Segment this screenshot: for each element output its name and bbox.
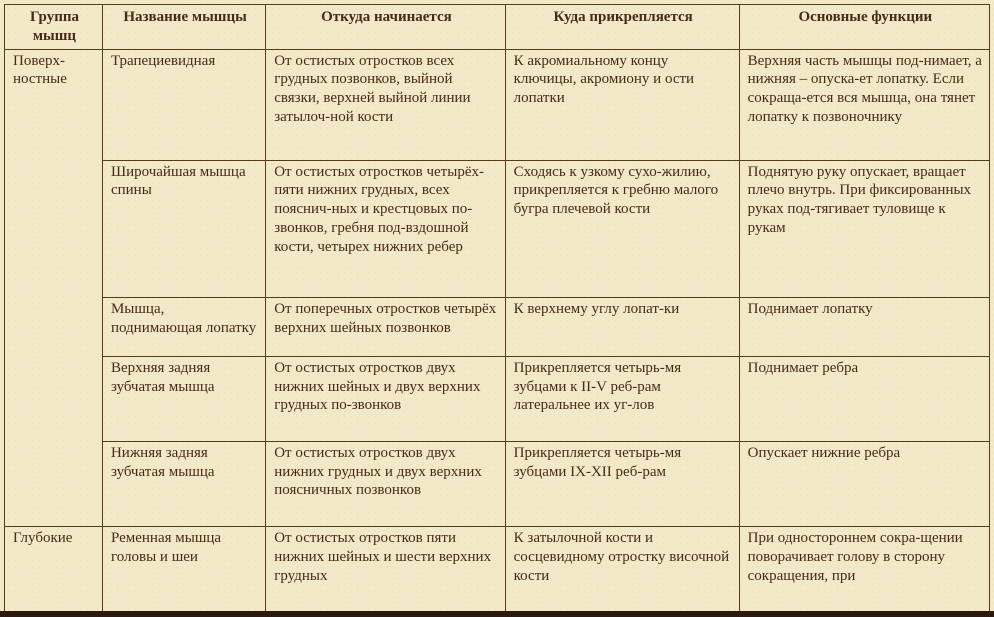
function-cell: Поднятую руку опускает, вращает плечо вн…: [739, 160, 989, 297]
group-cell: Поверх-ностные: [5, 49, 103, 527]
function-cell: Опускает нижние ребра: [739, 441, 989, 526]
insertion-cell: К верхнему углу лопат-ки: [505, 297, 739, 356]
muscle-cell: Нижняя задняя зубчатая мышца: [102, 441, 265, 526]
table-body: Поверх-ностные Трапециевидная От остисты…: [5, 49, 990, 611]
col-header-function: Основные функции: [739, 5, 989, 50]
insertion-cell: Прикрепляется четырь-мя зубцами IX-XII р…: [505, 441, 739, 526]
function-cell: Поднимает ребра: [739, 356, 989, 441]
origin-cell: От остистых отростков четырёх-пяти нижни…: [266, 160, 505, 297]
group-cell: Глубокие: [5, 527, 103, 611]
col-header-group: Группа мышц: [5, 5, 103, 50]
muscles-table: Группа мышц Название мышцы Откуда начина…: [4, 4, 990, 611]
origin-cell: От поперечных отростков четырёх верхних …: [266, 297, 505, 356]
table-row: Мышца, поднимающая лопатку От поперечных…: [5, 297, 990, 356]
insertion-cell: К затылочной кости и сосцевидному отрост…: [505, 527, 739, 611]
origin-cell: От остистых отростков всех грудных позво…: [266, 49, 505, 160]
origin-cell: От остистых отростков двух нижних грудны…: [266, 441, 505, 526]
insertion-cell: К акромиальному концу ключицы, акромиону…: [505, 49, 739, 160]
table-row: Верхняя задняя зубчатая мышца От остисты…: [5, 356, 990, 441]
origin-cell: От остистых отростков пяти нижних шейных…: [266, 527, 505, 611]
origin-cell: От остистых отростков двух нижних шейных…: [266, 356, 505, 441]
table-row: Поверх-ностные Трапециевидная От остисты…: [5, 49, 990, 160]
function-cell: При одностороннем сокра-щении поворачива…: [739, 527, 989, 611]
muscle-cell: Мышца, поднимающая лопатку: [102, 297, 265, 356]
table-row: Нижняя задняя зубчатая мышца От остистых…: [5, 441, 990, 526]
function-cell: Поднимает лопатку: [739, 297, 989, 356]
insertion-cell: Прикрепляется четырь-мя зубцами к II-V р…: [505, 356, 739, 441]
function-cell: Верхняя часть мышцы под-нимает, а нижняя…: [739, 49, 989, 160]
muscle-cell: Широчайшая мышца спины: [102, 160, 265, 297]
insertion-cell: Сходясь к узкому сухо-жилию, прикрепляет…: [505, 160, 739, 297]
muscle-cell: Верхняя задняя зубчатая мышца: [102, 356, 265, 441]
muscle-cell: Трапециевидная: [102, 49, 265, 160]
table-row: Широчайшая мышца спины От остистых отрос…: [5, 160, 990, 297]
table-row: Глубокие Ременная мышца головы и шеи От …: [5, 527, 990, 611]
col-header-insertion: Куда прикрепляется: [505, 5, 739, 50]
col-header-muscle: Название мышцы: [102, 5, 265, 50]
col-header-origin: Откуда начинается: [266, 5, 505, 50]
muscle-cell: Ременная мышца головы и шеи: [102, 527, 265, 611]
table-header-row: Группа мышц Название мышцы Откуда начина…: [5, 5, 990, 50]
